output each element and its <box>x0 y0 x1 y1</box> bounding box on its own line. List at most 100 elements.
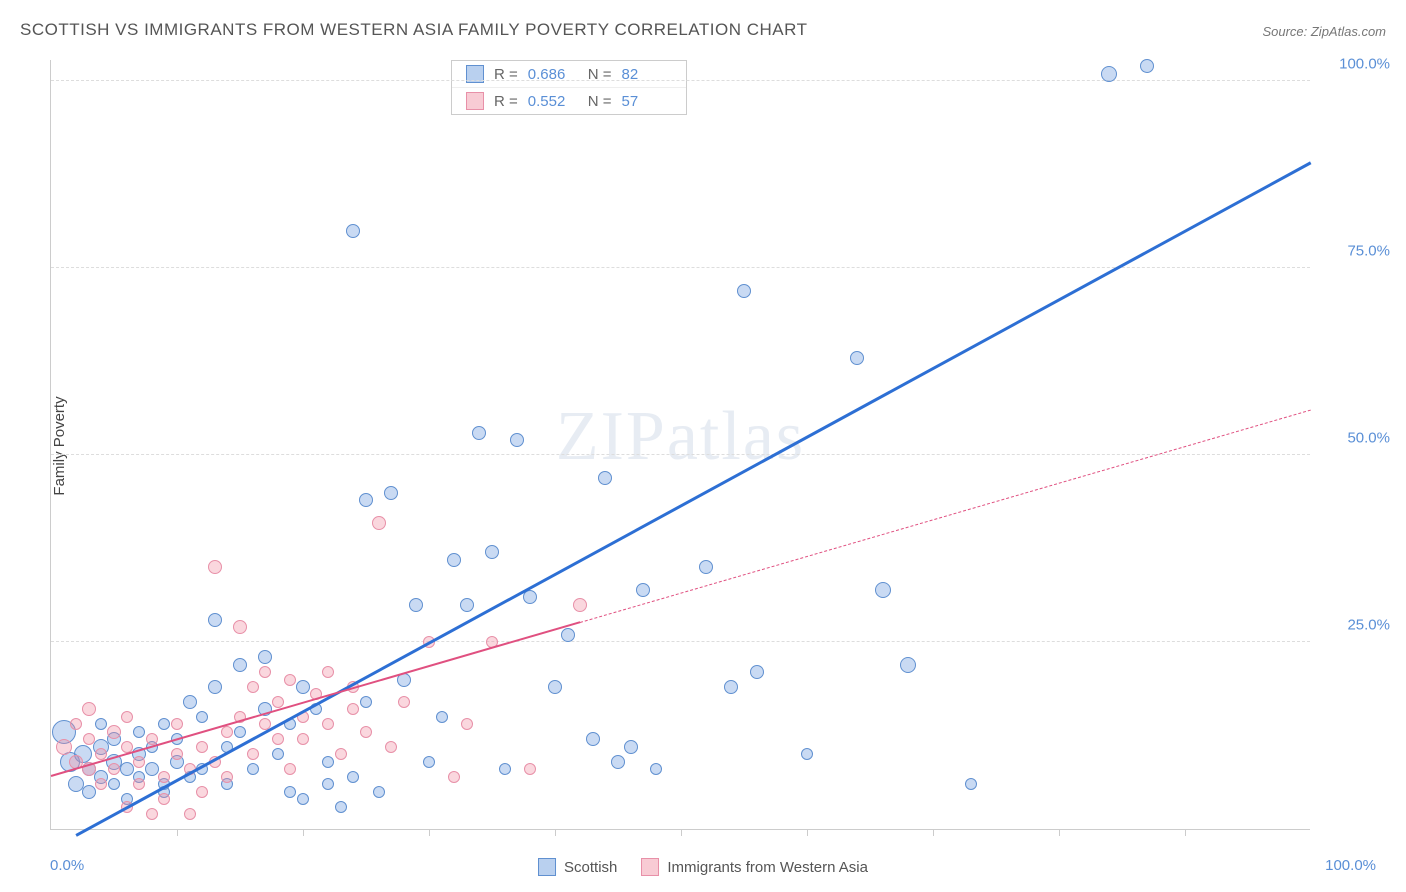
scatter-point <box>272 696 284 708</box>
scatter-point <box>611 755 625 769</box>
scatter-point <box>82 702 96 716</box>
x-tick <box>177 829 178 836</box>
scatter-point <box>448 771 460 783</box>
x-tick <box>1059 829 1060 836</box>
stats-row: R = 0.686 N = 82 <box>452 61 686 87</box>
scatter-point <box>485 545 499 559</box>
scatter-point <box>108 763 120 775</box>
x-tick <box>1185 829 1186 836</box>
y-tick-label: 25.0% <box>1320 617 1390 634</box>
scatter-point <box>233 658 247 672</box>
watermark: ZIPatlas <box>556 397 805 477</box>
legend-label: Scottish <box>564 859 617 876</box>
scatter-point <box>83 733 95 745</box>
x-tick <box>429 829 430 836</box>
scatter-point <box>524 763 536 775</box>
scatter-point <box>284 763 296 775</box>
scatter-point <box>171 748 183 760</box>
scatter-point <box>107 725 121 739</box>
y-tick-label: 75.0% <box>1320 243 1390 260</box>
scatter-point <box>900 657 916 673</box>
scatter-point <box>221 726 233 738</box>
scatter-point <box>875 582 891 598</box>
scatter-point <box>146 808 158 820</box>
legend-label: Immigrants from Western Asia <box>667 859 868 876</box>
scatter-point <box>347 703 359 715</box>
scatter-point <box>472 426 486 440</box>
scatter-point <box>373 786 385 798</box>
x-axis-min-label: 0.0% <box>50 857 84 874</box>
scatter-point <box>247 681 259 693</box>
stats-row: R = 0.552 N = 57 <box>452 87 686 114</box>
scatter-point <box>573 598 587 612</box>
x-tick <box>933 829 934 836</box>
y-tick-label: 100.0% <box>1320 56 1390 73</box>
trend-line-dashed <box>580 409 1311 622</box>
scatter-point <box>221 771 233 783</box>
scatter-point <box>650 763 662 775</box>
scatter-point <box>171 718 183 730</box>
trend-line <box>76 161 1312 836</box>
scatter-point <box>234 726 246 738</box>
scatter-point <box>461 718 473 730</box>
scatter-point <box>272 733 284 745</box>
scatter-point <box>346 224 360 238</box>
scatter-point <box>384 486 398 500</box>
scatter-point <box>196 741 208 753</box>
legend-item: Immigrants from Western Asia <box>641 858 868 876</box>
scatter-point <box>523 590 537 604</box>
scatter-point <box>624 740 638 754</box>
legend-swatch-icon <box>641 858 659 876</box>
scatter-point <box>133 756 145 768</box>
scatter-point <box>108 778 120 790</box>
scatter-point <box>499 763 511 775</box>
stats-r-value: 0.552 <box>528 93 578 110</box>
stats-r-label: R = <box>494 93 518 110</box>
scatter-point <box>385 741 397 753</box>
legend-swatch-icon <box>538 858 556 876</box>
scatter-point <box>70 718 82 730</box>
scatter-point <box>145 762 159 776</box>
plot-area: ZIPatlas R = 0.686 N = 82 R = 0.552 N = … <box>50 60 1310 830</box>
scatter-point <box>158 718 170 730</box>
scatter-point <box>699 560 713 574</box>
x-tick <box>807 829 808 836</box>
trend-line <box>51 621 581 777</box>
grid-line <box>51 454 1310 455</box>
scatter-point <box>561 628 575 642</box>
scatter-point <box>586 732 600 746</box>
scatter-point <box>95 778 107 790</box>
scatter-point <box>322 666 334 678</box>
scatter-point <box>158 771 170 783</box>
scatter-point <box>436 711 448 723</box>
scatter-point <box>82 785 96 799</box>
x-tick <box>303 829 304 836</box>
scatter-point <box>208 560 222 574</box>
scatter-point <box>322 756 334 768</box>
scatter-point <box>56 739 72 755</box>
scatter-point <box>247 763 259 775</box>
x-tick <box>681 829 682 836</box>
scatter-point <box>297 733 309 745</box>
scatter-point <box>121 711 133 723</box>
scatter-point <box>196 786 208 798</box>
legend-item: Scottish <box>538 858 617 876</box>
scatter-point <box>1140 59 1154 73</box>
scatter-point <box>1101 66 1117 82</box>
scatter-point <box>423 756 435 768</box>
scatter-point <box>750 665 764 679</box>
scatter-point <box>233 620 247 634</box>
scatter-point <box>272 748 284 760</box>
scatter-point <box>284 674 296 686</box>
scatter-point <box>347 771 359 783</box>
scatter-point <box>359 493 373 507</box>
scatter-point <box>247 748 259 760</box>
scatter-point <box>133 778 145 790</box>
scatter-point <box>335 748 347 760</box>
stats-n-value: 57 <box>622 93 672 110</box>
scatter-point <box>409 598 423 612</box>
stats-box: R = 0.686 N = 82 R = 0.552 N = 57 <box>451 60 687 115</box>
source-attribution: Source: ZipAtlas.com <box>1262 24 1386 39</box>
scatter-point <box>724 680 738 694</box>
scatter-point <box>335 801 347 813</box>
